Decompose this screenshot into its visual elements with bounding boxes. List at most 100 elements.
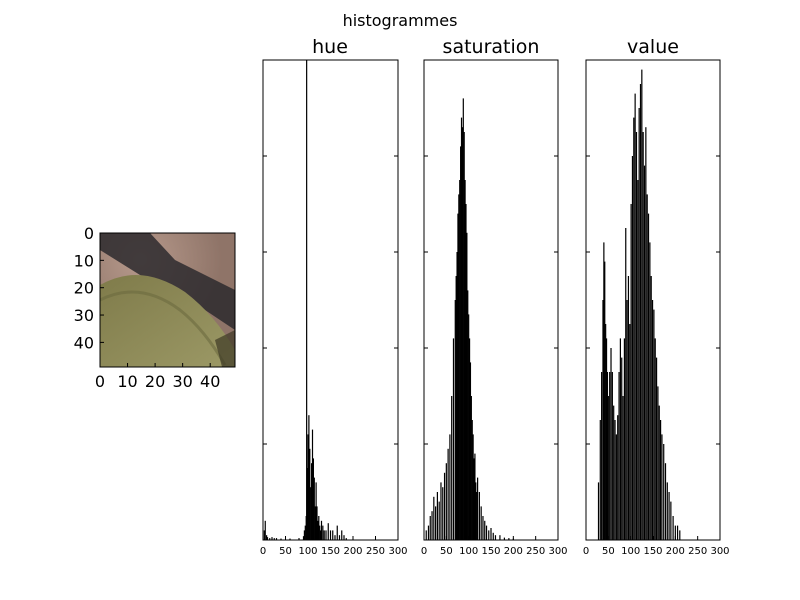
value-bar (621, 357, 623, 540)
hue-bar (323, 530, 325, 540)
value-bar (615, 434, 617, 540)
image-y-tick-label: 20 (74, 279, 94, 298)
value-bar (650, 276, 652, 540)
value-bar (614, 420, 616, 540)
saturation-bar (462, 98, 464, 541)
value-bar (634, 93, 636, 540)
saturation-bar (425, 530, 427, 540)
saturation-bar (463, 132, 465, 540)
saturation-bar (465, 204, 467, 540)
hue-x-tick-label: 300 (388, 546, 407, 557)
hue-x-tick-label: 200 (343, 546, 362, 557)
hue-bar (280, 538, 282, 540)
image-y-tick-label: 40 (74, 333, 94, 352)
value-bar (618, 372, 620, 540)
saturation-bar (456, 252, 458, 540)
hue-bar (311, 463, 313, 540)
value-bar (658, 405, 660, 540)
value-bar (661, 434, 663, 540)
value-bar (623, 338, 626, 540)
value-bar (613, 405, 615, 540)
value-bar (635, 132, 638, 540)
saturation-bar (467, 290, 469, 540)
image-x-tick-labels: 0 10 20 30 40 (95, 363, 220, 391)
image-x-tick-label: 30 (172, 372, 192, 391)
saturation-x-tick-label: 300 (548, 546, 567, 557)
saturation-axes-frame (423, 59, 559, 541)
image-y-tick-label: 0 (84, 224, 94, 243)
value-x-tick-label: 150 (643, 546, 662, 557)
saturation-x-tick-label: 200 (504, 546, 523, 557)
value-bar (633, 117, 635, 540)
saturation-x-tick-label: 0 (421, 546, 427, 557)
value-x-tick-labels: 0 50 100 150 200 250 300 (583, 536, 730, 557)
value-bar (601, 372, 603, 540)
saturation-bar (476, 492, 478, 540)
hue-x-tick-label: 100 (298, 546, 317, 557)
image-x-tick-label: 20 (145, 372, 165, 391)
hue-bar (313, 477, 315, 540)
saturation-bar (488, 530, 490, 540)
saturation-bar (438, 501, 440, 540)
hue-bar (306, 468, 308, 540)
saturation-x-tick-label: 150 (481, 546, 500, 557)
hue-bar (273, 538, 275, 540)
saturation-bar (485, 525, 488, 540)
value-bar (606, 372, 609, 540)
hue-bar (320, 520, 323, 540)
value-x-tick-label: 100 (621, 546, 640, 557)
value-bar (609, 372, 611, 540)
saturation-bar (464, 180, 466, 540)
saturation-bar (466, 232, 468, 541)
value-bar (617, 415, 619, 540)
value-bar (638, 108, 640, 540)
saturation-bars (425, 98, 514, 541)
saturation-bar (499, 535, 501, 540)
hue-bar (314, 506, 316, 540)
saturation-x-tick-label: 250 (526, 546, 545, 557)
value-bar (642, 132, 644, 540)
image-x-tick-label: 10 (117, 372, 137, 391)
saturation-bar (433, 496, 435, 540)
value-bar (676, 525, 679, 540)
value-bar (641, 69, 643, 540)
saturation-histogram: saturation 0 50 100 150 200 250 300 (421, 36, 568, 557)
saturation-bar (470, 396, 472, 540)
saturation-bar (455, 276, 457, 540)
value-bar (679, 530, 681, 540)
value-bar (655, 357, 658, 540)
saturation-bar (458, 194, 460, 540)
saturation-bar (445, 463, 447, 540)
hue-histogram: hue 0 50 100 150 200 250 300 (260, 36, 408, 557)
saturation-bar (457, 213, 459, 540)
saturation-bar (454, 300, 456, 540)
value-bar (622, 396, 624, 540)
hue-bar (269, 538, 271, 540)
saturation-bar (477, 477, 479, 540)
value-bar (629, 324, 631, 540)
value-bar (627, 276, 630, 540)
hue-bar (322, 525, 324, 540)
hue-bar (310, 487, 312, 540)
hue-bar (309, 448, 311, 540)
value-bar (639, 84, 642, 540)
value-bar (663, 444, 665, 540)
hue-bar (318, 516, 320, 540)
hue-bar (329, 530, 332, 540)
hue-bar (317, 520, 319, 540)
value-bar (607, 396, 609, 540)
hue-x-tick-label: 0 (260, 546, 266, 557)
image-y-tick-labels: 0 10 20 30 40 (74, 224, 104, 352)
value-x-tick-label: 50 (602, 546, 615, 557)
image-y-tick-label: 30 (74, 306, 94, 325)
value-bar (599, 420, 601, 540)
hue-bar (343, 535, 345, 540)
value-x-tick-label: 200 (666, 546, 685, 557)
value-bar (668, 492, 670, 540)
hue-bars (263, 60, 347, 540)
hue-bar (316, 506, 318, 540)
value-bar (674, 525, 676, 540)
saturation-bar (460, 117, 463, 540)
saturation-bar (451, 396, 453, 540)
